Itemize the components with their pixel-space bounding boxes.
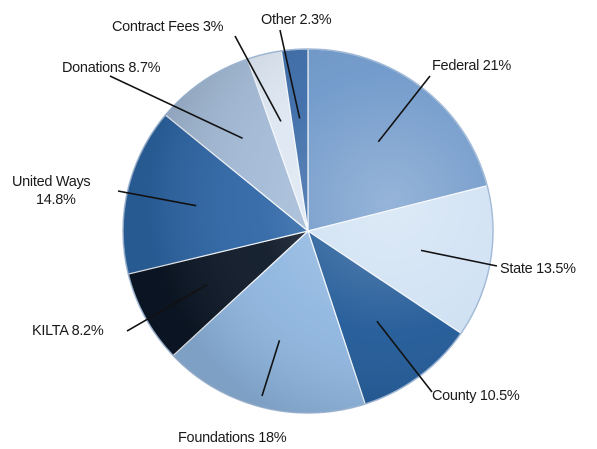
leader-line-other	[279, 29, 301, 119]
leader-lines	[109, 29, 498, 397]
leader-line-foundations	[261, 340, 281, 397]
leader-line-contract-fees	[234, 35, 282, 122]
leader-line-donations	[109, 75, 243, 140]
label-county: County 10.5%	[432, 388, 520, 404]
label-united-ways-line1: United Ways	[12, 174, 90, 190]
label-federal: Federal 21%	[432, 58, 511, 74]
leader-line-county	[376, 320, 433, 393]
slice-labels: Federal 21% State 13.5% County 10.5% Fou…	[12, 12, 576, 446]
label-other: Other 2.3%	[261, 12, 332, 28]
leader-line-kilta	[126, 284, 208, 332]
label-united-ways-line2: 14.8%	[36, 192, 76, 208]
label-state: State 13.5%	[500, 261, 576, 277]
leader-line-united-ways	[117, 190, 197, 207]
label-foundations: Foundations 18%	[178, 430, 287, 446]
leader-line-federal	[377, 75, 431, 143]
label-contract-fees: Contract Fees 3%	[112, 19, 224, 35]
pie-slices	[122, 48, 494, 414]
label-kilta: KILTA 8.2%	[32, 323, 104, 339]
leader-line-state	[420, 249, 498, 267]
label-donations: Donations 8.7%	[62, 60, 161, 76]
